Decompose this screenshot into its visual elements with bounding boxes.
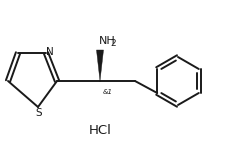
Polygon shape bbox=[96, 50, 104, 81]
Text: HCl: HCl bbox=[89, 124, 111, 137]
Text: NH: NH bbox=[99, 36, 116, 46]
Text: &1: &1 bbox=[103, 89, 113, 95]
Text: 2: 2 bbox=[110, 39, 116, 47]
Text: N: N bbox=[46, 47, 54, 57]
Text: S: S bbox=[36, 108, 42, 118]
